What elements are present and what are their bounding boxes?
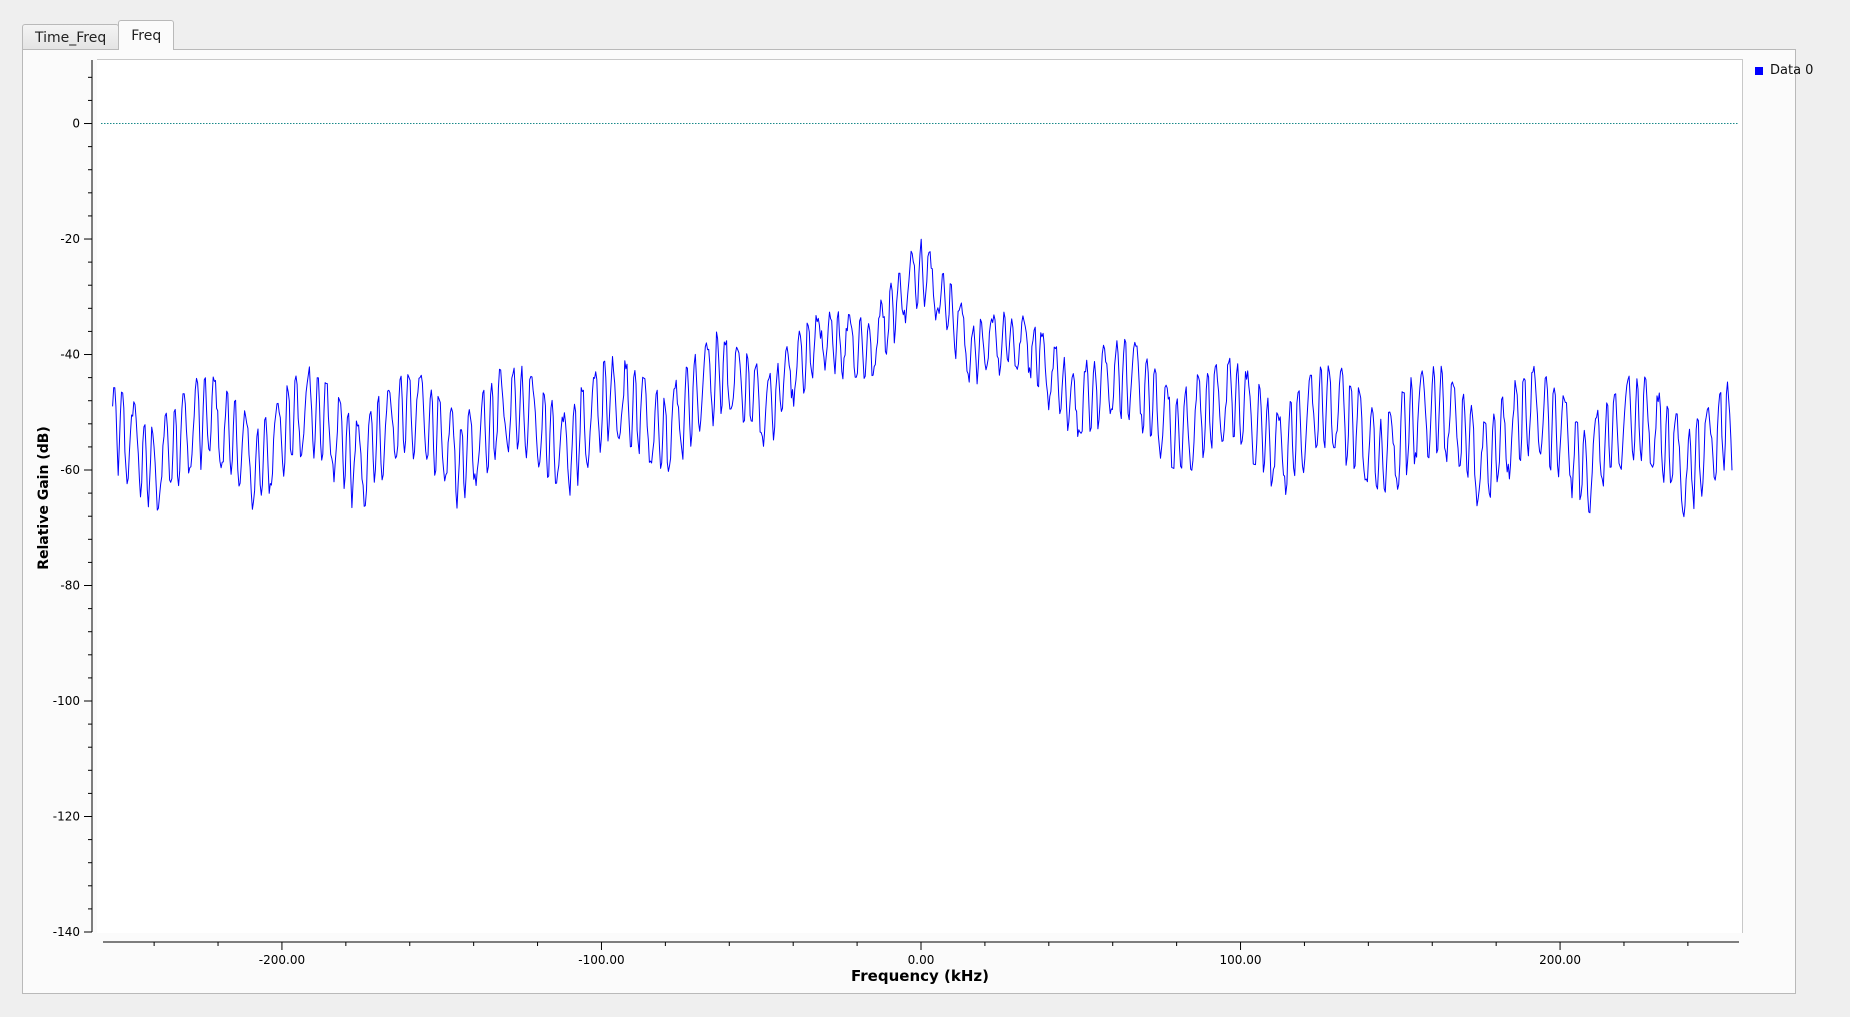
y-axis-label: Relative Gain (dB) xyxy=(36,426,52,570)
legend-label-data-0: Data 0 xyxy=(1770,63,1814,78)
plot-canvas[interactable] xyxy=(97,59,1743,933)
tab-freq[interactable]: Freq xyxy=(118,20,175,50)
tab-bar: Time_Freq Freq xyxy=(22,20,175,50)
legend[interactable]: Data 0 xyxy=(1755,63,1813,78)
tab-time-freq[interactable]: Time_Freq xyxy=(22,24,120,50)
legend-swatch-data-0 xyxy=(1755,66,1763,75)
x-axis-label: Frequency (kHz) xyxy=(851,967,989,985)
